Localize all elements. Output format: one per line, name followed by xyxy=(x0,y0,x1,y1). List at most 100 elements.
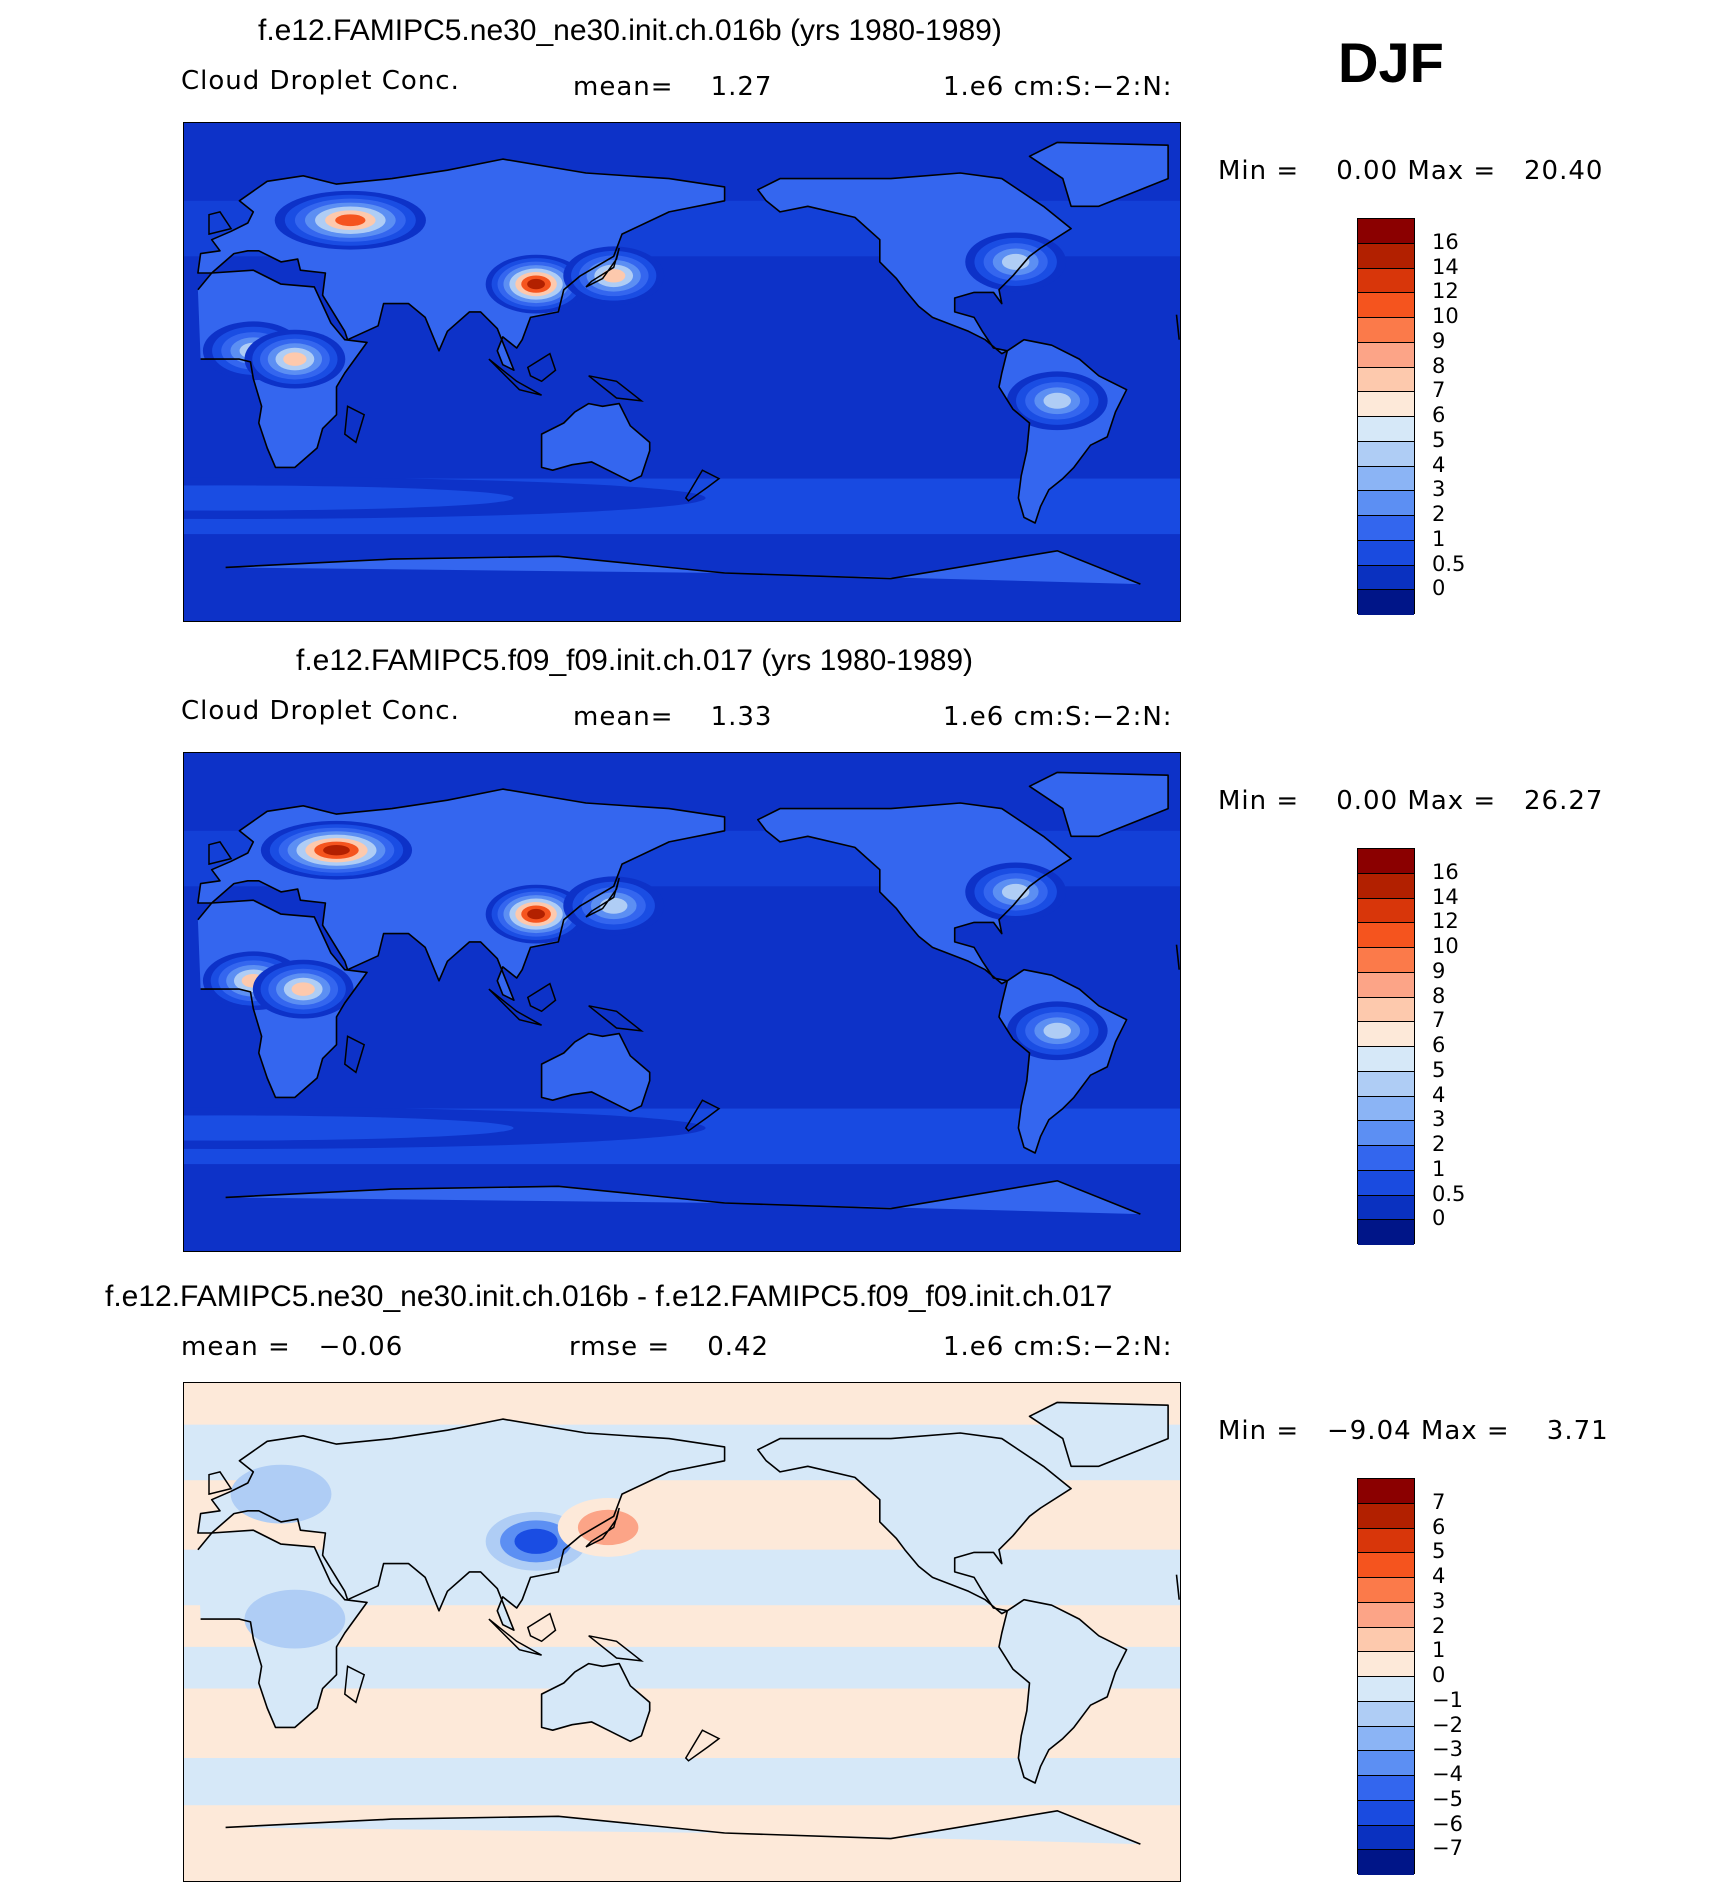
colorbar-swatch xyxy=(1358,417,1414,442)
colorbar-label: 0.5 xyxy=(1432,551,1466,576)
colorbar-swatch xyxy=(1358,516,1414,541)
colorbar-swatch xyxy=(1358,342,1414,368)
island-coastline xyxy=(208,1471,233,1496)
colorbar-swatch xyxy=(1358,1071,1414,1097)
colorbar-swatch xyxy=(1358,590,1414,615)
colorbar-label: 6 xyxy=(1432,1033,1446,1057)
antarctic-coastline xyxy=(225,1809,1141,1845)
coastline xyxy=(1028,771,1169,838)
island-coastline xyxy=(684,1099,721,1132)
contour-blob xyxy=(244,1589,346,1649)
colorbar xyxy=(1357,1478,1415,1875)
colorbar-label: 1 xyxy=(1432,526,1446,551)
land-fill xyxy=(541,1663,650,1742)
coastline xyxy=(998,1598,1128,1784)
colorbar-label: −5 xyxy=(1432,1786,1463,1811)
land-fill xyxy=(225,1810,1141,1881)
coastline xyxy=(197,1418,726,1631)
contour-blob xyxy=(1043,392,1071,409)
colorbar-swatch xyxy=(1358,392,1414,417)
colorbar-label: 14 xyxy=(1432,884,1459,909)
colorbar-swatch xyxy=(1358,1751,1414,1776)
variable-label: Cloud Droplet Conc. xyxy=(181,696,460,726)
coastline xyxy=(757,802,1072,985)
coastline xyxy=(757,1432,1072,1615)
colorbar-label: 16 xyxy=(1432,229,1459,254)
contour-blob xyxy=(1001,883,1030,900)
difference-band xyxy=(184,1758,1180,1806)
colorbar-label: 4 xyxy=(1432,1564,1446,1588)
contour-blob xyxy=(335,214,366,227)
colorbar-label: 1 xyxy=(1432,1156,1446,1181)
colorbar-label: −3 xyxy=(1432,1737,1463,1762)
colorbar-label: 12 xyxy=(1432,279,1459,304)
land-fill xyxy=(197,1419,725,1631)
coastline xyxy=(197,158,726,371)
coastline xyxy=(197,899,1180,1099)
colorbar-swatch xyxy=(1358,948,1414,973)
colorbar-label: 7 xyxy=(1432,378,1446,403)
land-fill xyxy=(225,1180,1141,1251)
island-coastline xyxy=(344,405,366,444)
map-field xyxy=(183,122,1181,622)
coastline xyxy=(197,788,726,1001)
colorbar-swatch xyxy=(1358,1602,1414,1628)
colorbar-label: 6 xyxy=(1432,1514,1446,1539)
colorbar-swatch xyxy=(1358,849,1414,874)
panel-title: f.e12.FAMIPC5.f09_f09.init.ch.017 (yrs 1… xyxy=(296,644,974,677)
contour-blob xyxy=(527,908,545,920)
island-coastline xyxy=(684,1729,721,1762)
colorbar-label: 14 xyxy=(1432,254,1459,279)
colorbar-label: −7 xyxy=(1432,1836,1463,1861)
panel-title: f.e12.FAMIPC5.ne30_ne30.init.ch.016b - f… xyxy=(105,1280,1113,1313)
colorbar-swatch xyxy=(1358,1726,1414,1752)
colorbar-swatch xyxy=(1358,565,1414,591)
colorbar-label: 6 xyxy=(1432,403,1446,427)
colorbar xyxy=(1357,218,1415,615)
land-fill xyxy=(1029,142,1169,207)
contour-blob xyxy=(230,1464,332,1524)
coastline xyxy=(540,1662,651,1743)
colorbar-swatch xyxy=(1358,1701,1414,1727)
land-fill xyxy=(999,1599,1127,1783)
colorbar-swatch xyxy=(1358,873,1414,899)
coastline xyxy=(998,968,1128,1154)
colorbar-swatch xyxy=(1358,1022,1414,1047)
colorbar-swatch xyxy=(1358,997,1414,1023)
contour-blob xyxy=(291,982,315,996)
colorbar-label: 0.5 xyxy=(1432,1181,1466,1206)
coastline xyxy=(540,1032,651,1113)
island-coastline xyxy=(588,375,644,402)
contour-blob xyxy=(323,845,350,856)
minmax-label: Min = 0.00 Max = 26.27 xyxy=(1218,786,1604,816)
colorbar-label: 12 xyxy=(1432,909,1459,934)
land-fill xyxy=(757,1433,1072,1614)
colorbar-swatch xyxy=(1358,1195,1414,1221)
units-label: 1.e6 cm:S:−2:N: xyxy=(943,1332,1173,1362)
colorbar-swatch xyxy=(1358,1479,1414,1504)
colorbar-swatch xyxy=(1358,1146,1414,1171)
contour-blob xyxy=(184,1115,514,1141)
contour-blob xyxy=(1043,1022,1071,1039)
mean-label: mean = −0.06 xyxy=(181,1332,404,1362)
colorbar-swatch xyxy=(1358,923,1414,948)
minmax-label: Min = −9.04 Max = 3.71 xyxy=(1218,1416,1609,1446)
colorbar xyxy=(1357,848,1415,1245)
mean-label: mean= 1.33 xyxy=(573,702,773,732)
colorbar-swatch xyxy=(1358,367,1414,393)
colorbar-swatch xyxy=(1358,1800,1414,1826)
colorbar-label: 2 xyxy=(1432,502,1446,526)
colorbar-swatch xyxy=(1358,1677,1414,1702)
colorbar-swatch xyxy=(1358,898,1414,924)
colorbar-label: −4 xyxy=(1432,1762,1463,1786)
colorbar-swatch xyxy=(1358,1170,1414,1196)
island-coastline xyxy=(488,358,542,396)
colorbar-swatch xyxy=(1358,1503,1414,1529)
colorbar-label: 10 xyxy=(1432,934,1459,958)
colorbar-label: 8 xyxy=(1432,983,1446,1008)
land-fill xyxy=(541,1033,650,1112)
colorbar-label: 0 xyxy=(1432,1663,1446,1687)
units-label: 1.e6 cm:S:−2:N: xyxy=(943,702,1173,732)
colorbar-swatch xyxy=(1358,441,1414,467)
land-fill xyxy=(197,900,1180,1098)
